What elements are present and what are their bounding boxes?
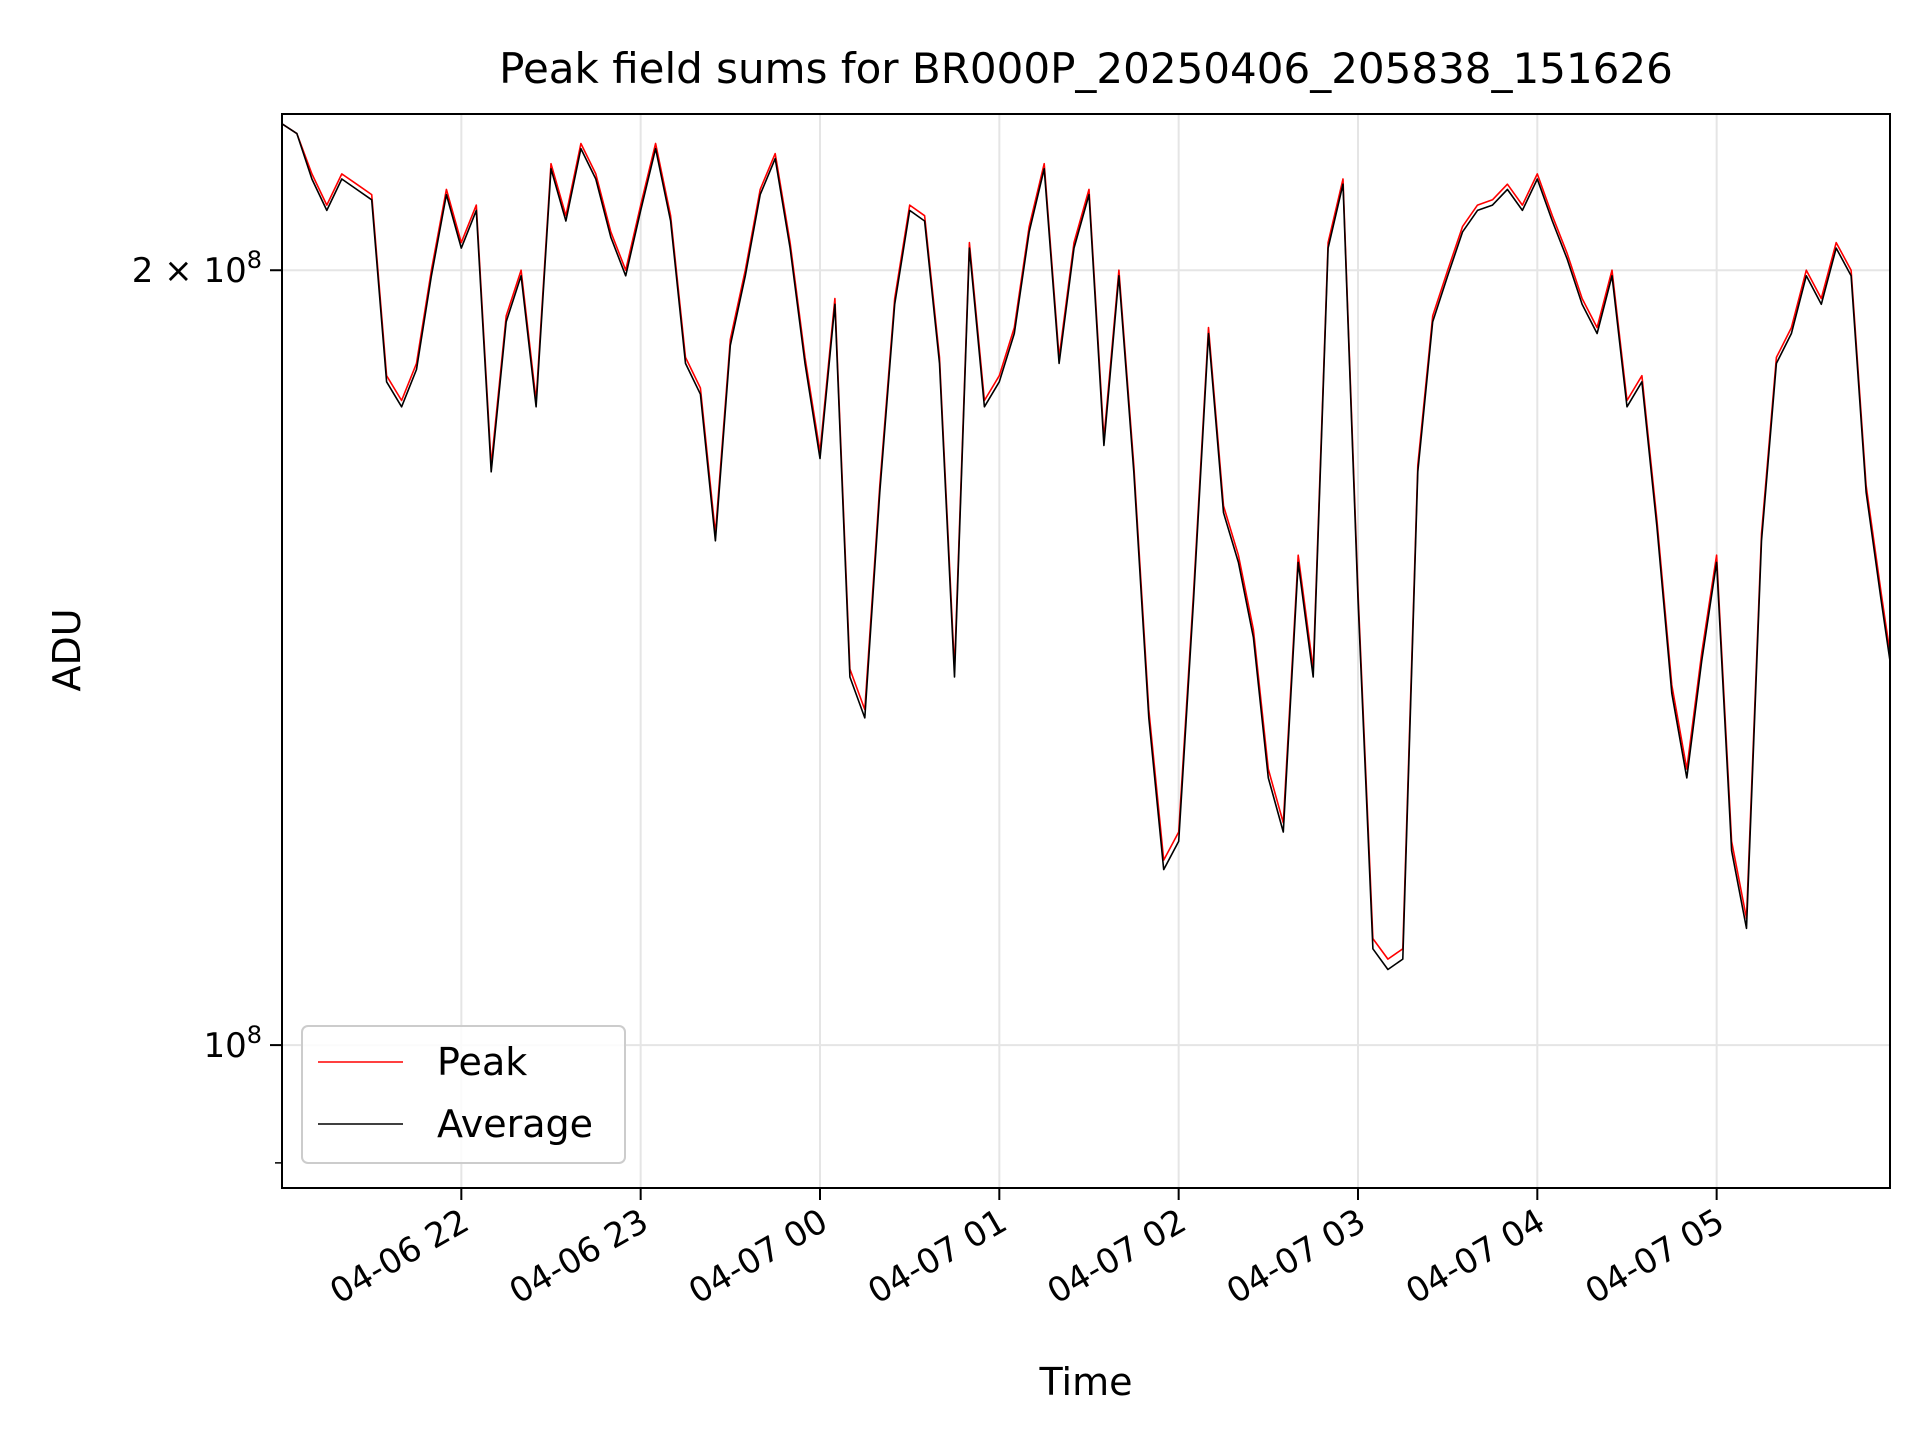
legend-label-peak: Peak — [437, 1040, 527, 1084]
plot-lines — [281, 123, 1891, 971]
y-axis-ticks: 2 × 108 108 — [132, 246, 282, 1164]
series-line-average — [281, 123, 1891, 971]
chart-title: Peak field sums for BR000P_20250406_2058… — [499, 44, 1673, 93]
y-tick-label: 2 × 108 — [132, 246, 262, 291]
x-axis-label: Time — [1039, 1360, 1133, 1404]
y-axis-label: ADU — [45, 608, 89, 691]
legend-label-average: Average — [437, 1102, 593, 1146]
plot-frame — [281, 113, 1891, 1189]
y-tick-label: 108 — [203, 1021, 262, 1066]
grid — [282, 114, 1890, 1188]
legend: Peak Average — [301, 1025, 626, 1164]
legend-box — [301, 1025, 626, 1164]
